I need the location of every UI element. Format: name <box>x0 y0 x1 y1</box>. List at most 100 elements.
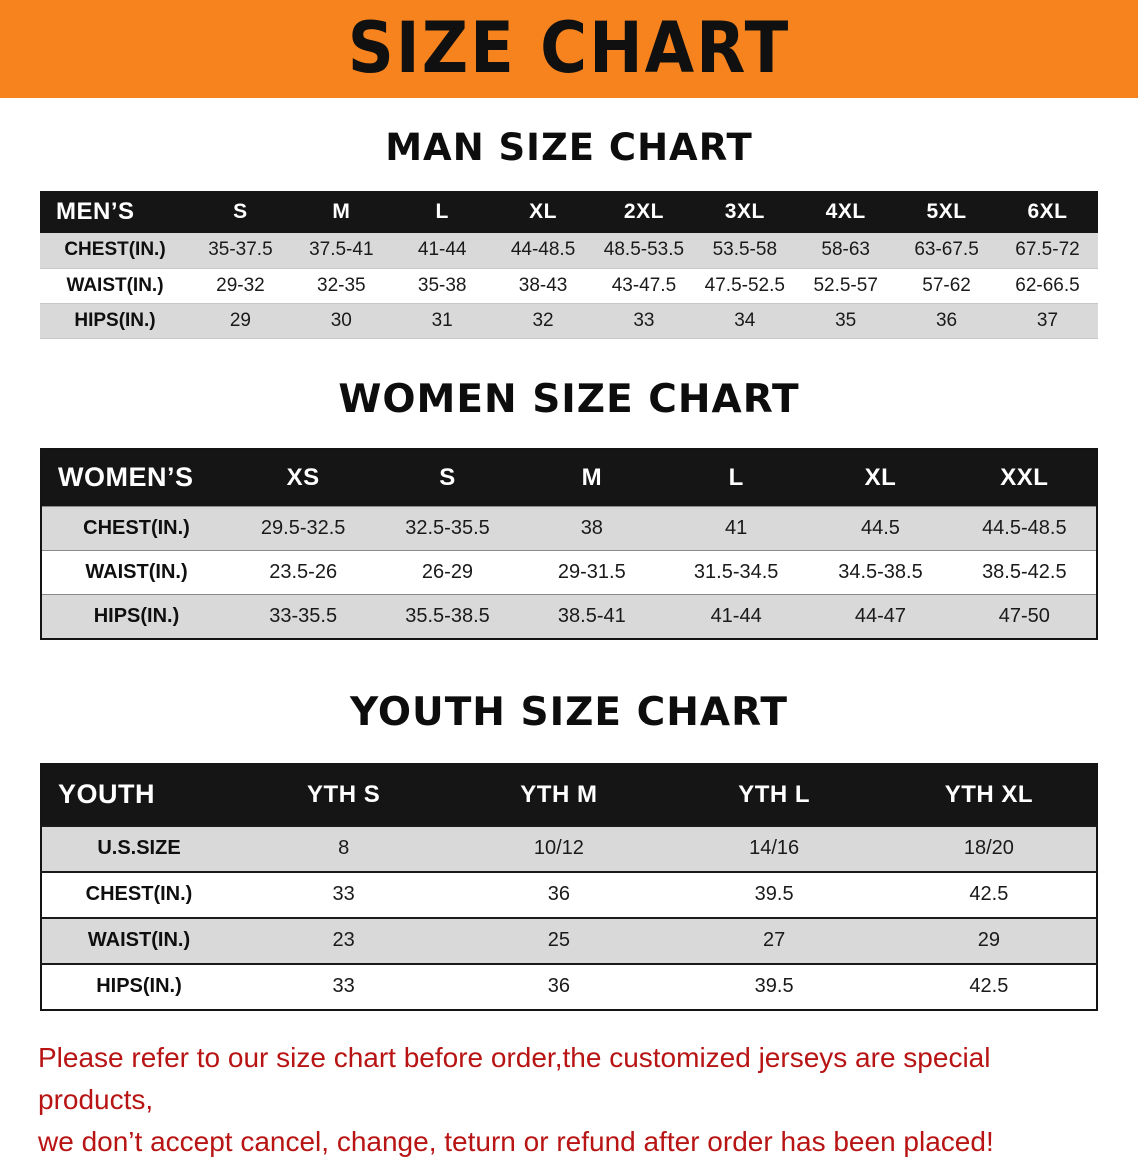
size-value-cell: 48.5-53.5 <box>603 239 685 261</box>
size-column-header: YTH M <box>451 763 667 826</box>
size-value-cell: 47.5-52.5 <box>704 274 785 296</box>
size-value-cell: 42.5 <box>969 883 1009 905</box>
size-value-cell: 44-48.5 <box>510 239 576 261</box>
measurement-row-label: HIPS(IN.) <box>93 604 180 627</box>
banner: SIZE CHART <box>0 0 1138 98</box>
size-value-cell: 29-31.5 <box>557 561 626 583</box>
size-value-cell: 41 <box>725 517 748 539</box>
size-column-header: S <box>190 191 291 233</box>
women-section-heading: WOMEN SIZE CHART <box>338 376 800 422</box>
size-value-cell: 33-35.5 <box>269 604 338 627</box>
size-column-header: M <box>519 448 664 507</box>
men-section-heading: MAN SIZE CHART <box>385 126 753 169</box>
measurement-row-label: HIPS(IN.) <box>74 309 156 331</box>
size-value-cell: 44-47 <box>854 604 907 627</box>
size-value-cell: 25 <box>547 929 570 951</box>
youth-size-table: YOUTH YTH S YTH M YTH L YTH XL U.S.SIZE 8 10/12… <box>40 762 1098 1011</box>
table-title-cell: MEN’S <box>40 191 190 233</box>
measurement-row-label: HIPS(IN.) <box>96 975 182 997</box>
size-value-cell: 26-29 <box>421 561 474 583</box>
size-value-cell: 44.5 <box>861 517 900 539</box>
measurement-row: CHEST(IN.) 29.5-32.5 32.5-35.5 38 41 44.5 44.5… <box>41 506 1097 551</box>
size-value-cell: 38.5-41 <box>557 604 626 627</box>
size-column-header: 2XL <box>593 191 695 233</box>
measurement-row: WAIST(IN.) 23.5-26 26-29 29-31.5 31.5-34.5 34… <box>41 550 1097 595</box>
measurement-row: WAIST(IN.) 23 25 27 29 <box>41 917 1097 964</box>
table-title-cell: YOUTH <box>41 763 236 826</box>
size-column-header: 4XL <box>795 191 897 233</box>
size-value-cell: 31 <box>431 309 453 331</box>
size-value-cell: 37.5-41 <box>309 239 374 261</box>
size-value-cell: 31.5-34.5 <box>693 561 779 583</box>
size-value-cell: 37 <box>1036 309 1059 331</box>
size-column-header: YTH L <box>666 763 882 826</box>
size-value-cell: 47-50 <box>998 604 1050 627</box>
size-value-cell: 57-62 <box>922 274 971 296</box>
section-men: MAN SIZE CHART MEN’S S M L XL 2XL 3XL 4XL 5XL 6XL… <box>0 126 1138 339</box>
size-value-cell: 53.5-58 <box>712 239 778 261</box>
size-value-cell: 35 <box>835 309 857 331</box>
size-value-cell: 62-66.5 <box>1015 274 1080 296</box>
size-column-header: XL <box>808 448 953 507</box>
measurement-row-label: CHEST(IN.) <box>83 517 190 539</box>
section-women: WOMEN SIZE CHART WOMEN’S XS S M L XL XXL CHEST(… <box>0 377 1138 640</box>
size-value-cell: 38 <box>580 517 603 539</box>
size-value-cell: 35-38 <box>417 274 467 296</box>
size-value-cell: 34 <box>734 309 756 331</box>
size-value-cell: 29.5-32.5 <box>260 517 346 539</box>
size-value-cell: 35-37.5 <box>208 239 273 261</box>
size-value-cell: 18/20 <box>963 837 1014 859</box>
measurement-row-label: WAIST(IN.) <box>87 929 191 951</box>
size-value-cell: 34.5-38.5 <box>838 561 923 583</box>
size-value-cell: 58-63 <box>821 239 870 261</box>
size-column-header: 6XL <box>997 191 1098 233</box>
size-value-cell: 35.5-38.5 <box>405 604 490 627</box>
measurement-row: CHEST(IN.) 33 36 39.5 42.5 <box>41 871 1097 918</box>
measurement-row: CHEST(IN.) 35-37.5 37.5-41 41-44 44-48.5 48.5… <box>40 233 1098 268</box>
measurement-row-label: CHEST(IN.) <box>85 883 193 905</box>
size-value-cell: 30 <box>330 309 352 331</box>
size-value-cell: 33 <box>332 975 355 997</box>
size-value-cell: 38-43 <box>518 274 568 296</box>
footer-line-1: Please refer to our size chart before or… <box>38 1041 991 1115</box>
size-column-header: XS <box>231 448 376 507</box>
size-column-header: 3XL <box>694 191 796 233</box>
size-value-cell: 29-32 <box>216 274 265 296</box>
size-value-cell: 33 <box>332 883 355 905</box>
measurement-row: U.S.SIZE 8 10/12 14/16 18/20 <box>41 825 1097 872</box>
page-title: SIZE CHART <box>347 8 791 90</box>
size-column-header: L <box>663 448 809 507</box>
size-value-cell: 29 <box>977 929 1000 951</box>
size-column-header: S <box>375 448 520 507</box>
size-value-cell: 23.5-26 <box>269 561 338 583</box>
size-value-cell: 44.5-48.5 <box>982 517 1067 539</box>
measurement-row: HIPS(IN.) 33 36 39.5 42.5 <box>41 963 1097 1010</box>
measurement-row-label: CHEST(IN.) <box>64 239 166 261</box>
men-size-table: MEN’S S M L XL 2XL 3XL 4XL 5XL 6XL CHEST(IN.) 35-37… <box>40 191 1098 339</box>
measurement-row: HIPS(IN.) 29 30 31 32 33 34 35 36 37 <box>40 303 1098 338</box>
size-value-cell: 10/12 <box>533 837 584 859</box>
size-value-cell: 8 <box>338 837 350 859</box>
women-size-table: WOMEN’S XS S M L XL XXL CHEST(IN.) 29.5-32.5 32.5… <box>40 447 1098 640</box>
measurement-row-label: WAIST(IN.) <box>66 274 164 296</box>
footer-line-2: we don’t accept cancel, change, teturn o… <box>38 1125 994 1157</box>
measurement-row-label: U.S.SIZE <box>97 837 181 859</box>
size-column-header: XL <box>492 191 594 233</box>
size-value-cell: 42.5 <box>969 975 1009 997</box>
size-column-header: 5XL <box>896 191 997 233</box>
size-value-cell: 33 <box>633 309 655 331</box>
size-value-cell: 32 <box>532 309 554 331</box>
size-value-cell: 52.5-57 <box>813 274 878 296</box>
measurement-row-label: WAIST(IN.) <box>85 561 188 583</box>
size-value-cell: 39.5 <box>754 883 794 905</box>
size-column-header: YTH XL <box>881 763 1097 826</box>
size-value-cell: 38.5-42.5 <box>982 561 1067 583</box>
footer-note: Please refer to our size chart before or… <box>38 1037 1100 1163</box>
size-value-cell: 36 <box>935 309 958 331</box>
size-column-header: M <box>290 191 392 233</box>
section-youth: YOUTH SIZE CHART YOUTH YTH S YTH M YTH L YTH… <box>0 690 1138 1011</box>
size-value-cell: 29 <box>229 309 251 331</box>
size-value-cell: 39.5 <box>754 975 794 997</box>
table-title-cell: WOMEN’S <box>41 448 231 507</box>
